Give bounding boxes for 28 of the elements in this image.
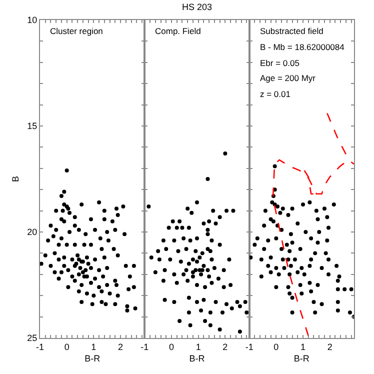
x-tick-label: 0 bbox=[169, 342, 174, 352]
x-tick-label: 2 bbox=[327, 342, 332, 352]
y-tick-label: 25 bbox=[27, 333, 38, 344]
x-tick-label: 0 bbox=[274, 342, 279, 352]
x-tick-label: 2 bbox=[222, 342, 228, 352]
x-tick-label: -1 bbox=[36, 342, 44, 352]
y-axis-title: B bbox=[10, 176, 21, 182]
annotation: Cluster region bbox=[50, 26, 104, 36]
x-axis-title: B-R bbox=[189, 354, 206, 364]
x-tick-label: 2 bbox=[118, 342, 124, 352]
annotation: z = 0.01 bbox=[260, 89, 291, 99]
x-tick-label: -1 bbox=[245, 342, 254, 352]
annotation: Ebr = 0.05 bbox=[260, 58, 300, 68]
x-axis-title: B-R bbox=[84, 354, 101, 364]
annotation: Comp. Field bbox=[155, 26, 202, 36]
y-tick-label: 15 bbox=[27, 121, 38, 132]
x-tick-label: 0 bbox=[64, 342, 70, 352]
y-tick-label: 20 bbox=[27, 227, 38, 238]
y-tick-label: 10 bbox=[27, 15, 38, 26]
annotation: Substracted field bbox=[260, 26, 324, 36]
chart-title: HS 203 bbox=[182, 2, 212, 12]
x-tick-label: 1 bbox=[196, 342, 201, 352]
annotation: B - Mb = 18.62000084 bbox=[260, 42, 345, 52]
x-tick-label: 1 bbox=[91, 342, 96, 352]
x-axis-title: B-R bbox=[294, 354, 310, 364]
annotation: Age = 200 Myr bbox=[260, 73, 316, 83]
x-tick-label: 1 bbox=[300, 342, 306, 352]
x-tick-label: -1 bbox=[140, 342, 149, 352]
